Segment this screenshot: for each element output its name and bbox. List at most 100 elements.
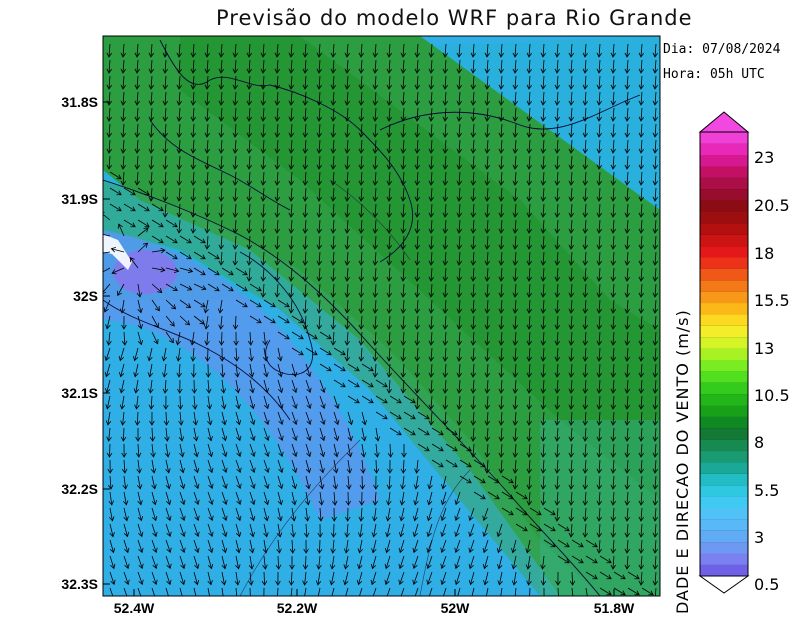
wind-arrow: [344, 59, 351, 74]
wind-arrow: [179, 315, 191, 326]
colorbar-segment: [700, 564, 748, 577]
wind-arrow: [302, 251, 309, 266]
wind-arrow: [179, 571, 186, 586]
wind-arrow: [470, 411, 477, 426]
wind-arrow: [512, 315, 519, 330]
wind-arrow: [582, 459, 589, 474]
wind-arrow: [498, 267, 505, 282]
wind-arrow: [344, 91, 351, 106]
wind-arrow: [190, 123, 197, 138]
wind-arrow: [371, 523, 377, 538]
wind-arrow: [482, 507, 489, 522]
wind-arrow: [484, 219, 491, 234]
wind-arrow: [498, 395, 505, 410]
wind-arrow: [179, 507, 186, 522]
wind-arrow: [179, 251, 192, 260]
wind-arrow: [400, 91, 407, 106]
wind-arrow: [235, 411, 242, 426]
wind-arrow: [540, 459, 547, 474]
wind-arrow: [249, 315, 262, 324]
wind-arrow: [554, 139, 561, 154]
wind-arrow: [470, 427, 477, 442]
wind-arrow: [218, 75, 225, 90]
wind-arrow: [442, 299, 449, 314]
wind-arrow: [557, 539, 570, 548]
wind-arrow: [414, 75, 421, 90]
wind-arrow: [540, 315, 547, 330]
wind-arrow: [148, 395, 155, 410]
wind-arrow: [456, 219, 463, 234]
wind-arrow: [358, 91, 365, 106]
wind-arrow: [428, 123, 435, 138]
wind-arrow: [484, 379, 491, 394]
wind-arrow: [232, 43, 239, 58]
wind-arrow: [260, 171, 267, 186]
wind-arrow: [305, 475, 311, 490]
wind-arrow: [498, 379, 505, 394]
colorbar-segment: [700, 188, 748, 201]
wind-arrow: [193, 251, 206, 260]
wind-arrow: [386, 315, 393, 330]
wind-arrow: [456, 379, 463, 394]
wind-arrow: [134, 43, 141, 58]
wind-arrow: [568, 43, 575, 58]
wind-arrow: [249, 395, 256, 410]
wind-arrow: [417, 411, 430, 420]
wind-arrow: [638, 571, 645, 586]
wind-arrow: [610, 379, 617, 394]
wind-arrow: [638, 43, 645, 58]
wind-arrow: [372, 75, 379, 90]
wind-arrow: [568, 299, 575, 314]
wind-arrow: [235, 283, 248, 292]
wind-arrow: [582, 395, 589, 410]
wind-arrow: [375, 379, 388, 388]
wind-arrow: [413, 475, 420, 490]
wind-arrow: [512, 123, 519, 138]
wind-arrow: [232, 235, 239, 250]
wind-arrow: [596, 187, 603, 202]
wind-arrow: [203, 299, 209, 314]
wind-arrow: [610, 443, 617, 458]
wind-arrow: [119, 379, 125, 394]
wind-arrow: [624, 475, 631, 490]
wind-arrow: [330, 219, 337, 234]
wind-arrow: [134, 75, 141, 90]
wind-arrow: [204, 91, 211, 106]
wind-arrow: [178, 411, 184, 426]
wind-arrow: [204, 43, 211, 58]
wind-arrow: [358, 139, 365, 154]
wind-arrow: [333, 411, 340, 426]
wind-arrow: [344, 235, 351, 250]
colorbar-segment: [700, 234, 748, 247]
wind-arrow: [540, 379, 547, 394]
wind-arrow: [526, 443, 533, 458]
wind-arrow: [317, 507, 324, 522]
wind-arrow: [358, 219, 365, 234]
wind-arrow: [498, 187, 505, 202]
wind-arrow: [652, 331, 659, 346]
wind-arrow: [526, 203, 533, 218]
wind-arrow: [568, 171, 575, 186]
wind-arrow: [442, 395, 449, 410]
wind-arrow: [456, 155, 463, 170]
wind-arrow: [512, 171, 519, 186]
wind-arrow: [568, 267, 575, 282]
wind-arrow: [456, 203, 463, 218]
wind-arrow: [162, 43, 169, 58]
wind-arrow: [190, 107, 197, 122]
wind-arrow: [372, 171, 379, 186]
wind-arrow: [414, 251, 421, 266]
wind-arrow: [596, 155, 603, 170]
wind-arrow: [358, 59, 365, 74]
colorbar-segment: [700, 325, 748, 338]
wind-arrow: [582, 43, 589, 58]
wind-arrow: [193, 555, 200, 570]
colorbar-segment: [700, 132, 748, 144]
wind-arrow: [151, 266, 166, 273]
wind-arrow: [302, 43, 309, 58]
wind-arrow: [305, 347, 318, 356]
wind-arrow: [386, 59, 393, 74]
wind-arrow: [134, 411, 141, 426]
wind-arrow: [498, 443, 505, 458]
